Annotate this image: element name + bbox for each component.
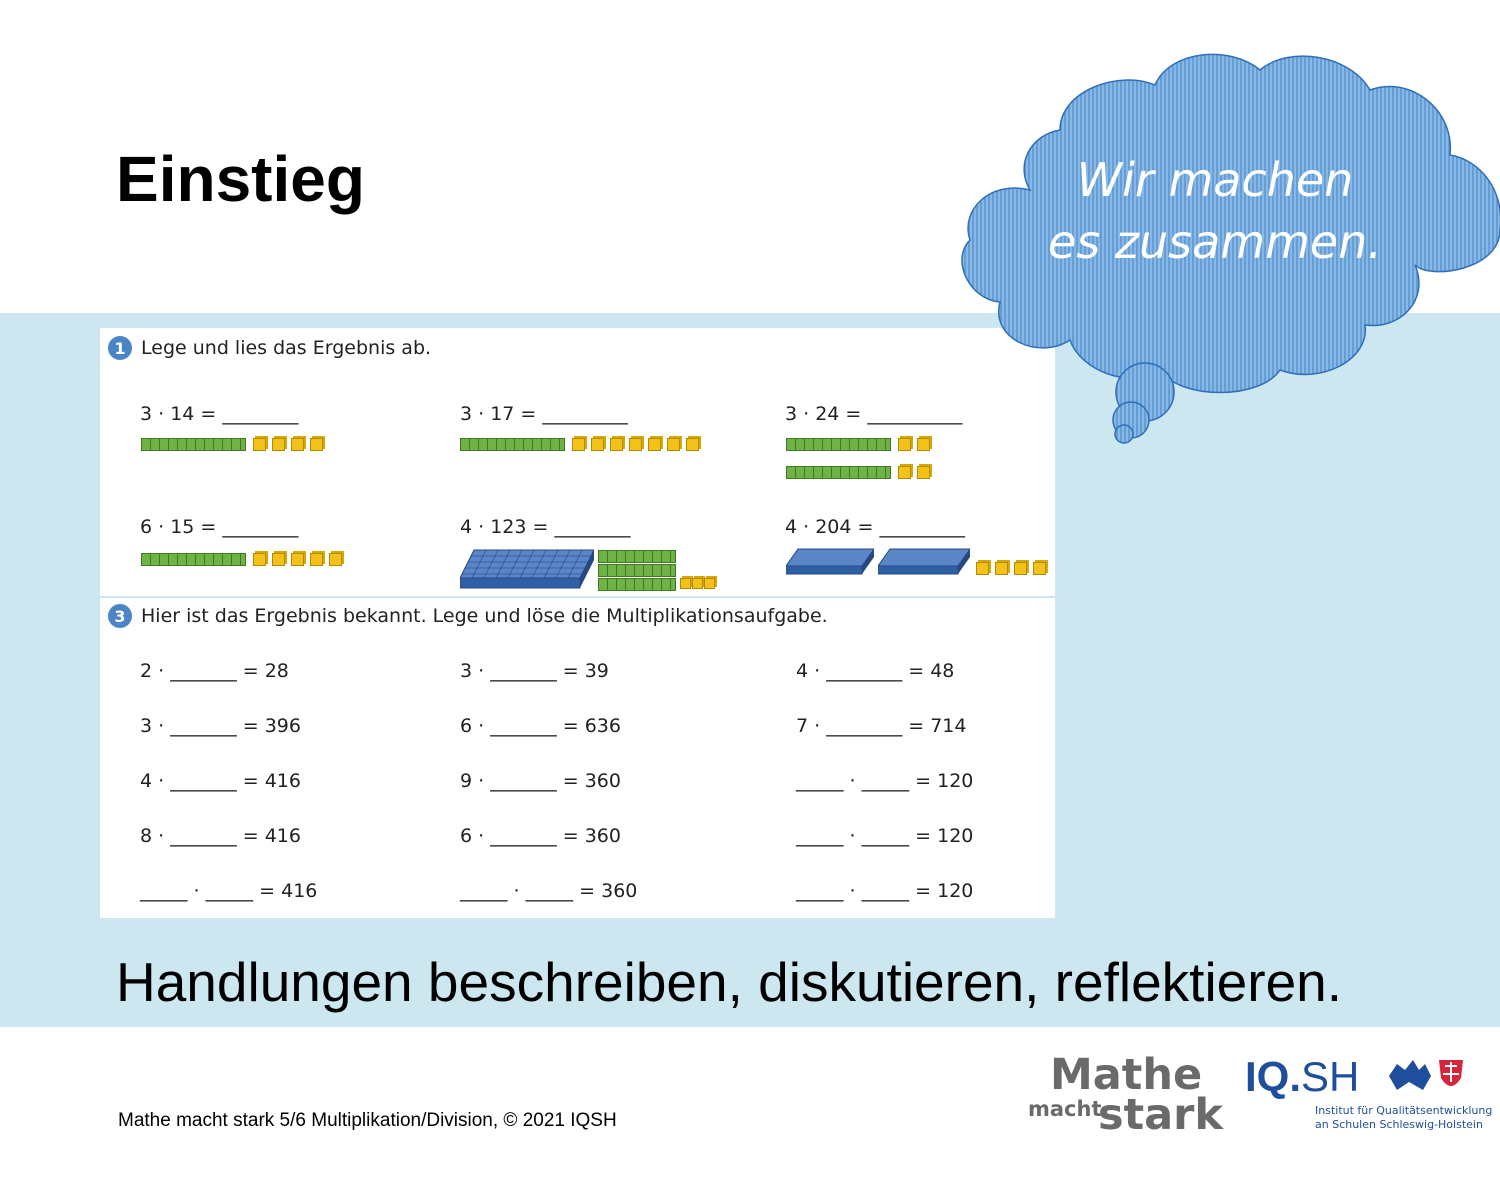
unit-cube <box>272 438 285 451</box>
ten-rod <box>141 438 246 451</box>
ten-rod <box>141 553 246 566</box>
task3-instruction: Hier ist das Ergebnis bekannt. Lege und … <box>141 605 828 627</box>
iqsh-institute-text: Institut für Qualitätsentwicklung an Sch… <box>1315 1104 1500 1132</box>
task1-equation: 4 · 123 = ________ <box>460 516 631 538</box>
task3-equation: 8 · _______ = 416 <box>140 825 301 847</box>
unit-cube <box>704 578 715 589</box>
unit-cube <box>310 553 323 566</box>
task3-equation: 7 · ________ = 714 <box>796 715 967 737</box>
slide-title: Einstieg <box>116 143 365 215</box>
task1-equation: 3 · 24 = __________ <box>785 403 963 425</box>
hundred-plate <box>786 548 874 575</box>
unit-cube <box>272 553 285 566</box>
unit-cube <box>976 562 989 575</box>
iqsh-logo: IQ.SH <box>1245 1053 1359 1101</box>
unit-cube <box>995 562 1008 575</box>
logo-macht-text: macht <box>1028 1097 1102 1121</box>
unit-cube <box>291 438 304 451</box>
cloud-text-line2: es zusammen. <box>1047 215 1383 269</box>
unit-cube <box>667 438 680 451</box>
slide-subtitle: Handlungen beschreiben, diskutieren, ref… <box>116 951 1343 1013</box>
ten-rod <box>598 550 676 563</box>
ten-rod <box>786 438 891 451</box>
task1-equation: 3 · 17 = _________ <box>460 403 628 425</box>
unit-cube <box>680 578 691 589</box>
unit-cube <box>692 578 703 589</box>
task3-equation: _____ · _____ = 416 <box>140 880 318 902</box>
task3-equation: 4 · _______ = 416 <box>140 770 301 792</box>
task3-equation: 6 · _______ = 360 <box>460 825 621 847</box>
task3-equation: 2 · _______ = 28 <box>140 660 289 682</box>
unit-cube <box>1033 562 1046 575</box>
task3-equation: _____ · _____ = 360 <box>460 880 638 902</box>
iqsh-institute-line2: an Schulen Schleswig-Holstein <box>1315 1118 1483 1131</box>
hundred-plate <box>878 548 970 575</box>
task3-equation: 9 · _______ = 360 <box>460 770 621 792</box>
logo-mathe-text: Mathe <box>1050 1050 1203 1100</box>
task1-equation: 6 · 15 = ________ <box>140 516 299 538</box>
unit-cube <box>686 438 699 451</box>
unit-cube <box>629 438 642 451</box>
task1-equation: 3 · 14 = ________ <box>140 403 299 425</box>
iqsh-institute-line1: Institut für Qualitätsentwicklung <box>1315 1104 1493 1117</box>
unit-cube <box>310 438 323 451</box>
unit-cube <box>572 438 585 451</box>
task3-equation: 6 · _______ = 636 <box>460 715 621 737</box>
unit-cube <box>1014 562 1027 575</box>
hundred-plate <box>460 549 594 589</box>
task1-equation: 4 · 204 = _________ <box>785 516 965 538</box>
task-divider <box>100 596 1055 598</box>
unit-cube <box>648 438 661 451</box>
task3-equation: 3 · _______ = 39 <box>460 660 609 682</box>
task3-header: 3 Hier ist das Ergebnis bekannt. Lege un… <box>108 604 828 628</box>
unit-cube <box>917 438 930 451</box>
task3-equation: _____ · _____ = 120 <box>796 825 974 847</box>
ten-rod <box>460 438 565 451</box>
task3-equation: 4 · ________ = 48 <box>796 660 955 682</box>
cloud-icon <box>961 53 1500 444</box>
ten-rod <box>598 564 676 577</box>
task3-equation: 3 · _______ = 396 <box>140 715 301 737</box>
footer-copyright: Mathe macht stark 5/6 Multiplikation/Div… <box>118 1110 617 1131</box>
unit-cube <box>329 553 342 566</box>
cloud-text-line1: Wir machen <box>1076 153 1354 207</box>
task1-number-badge: 1 <box>108 336 132 360</box>
unit-cube <box>898 438 911 451</box>
unit-cube <box>253 438 266 451</box>
crest-icon <box>1389 1060 1463 1090</box>
task3-number-badge: 3 <box>108 604 132 628</box>
unit-cube <box>917 466 930 479</box>
unit-cube <box>591 438 604 451</box>
ten-rod <box>598 578 676 591</box>
unit-cube <box>291 553 304 566</box>
worksheet: 1 Lege und lies das Ergebnis ab. 3 · 14 … <box>100 328 1055 918</box>
task3-equation: _____ · _____ = 120 <box>796 770 974 792</box>
unit-cube <box>253 553 266 566</box>
ten-rod <box>786 466 891 479</box>
task1-header: 1 Lege und lies das Ergebnis ab. <box>108 336 431 360</box>
iqsh-logo-iq: IQ. <box>1245 1053 1302 1100</box>
logo-stark-text: stark <box>1098 1090 1223 1140</box>
unit-cube <box>898 466 911 479</box>
unit-cube <box>610 438 623 451</box>
task1-instruction: Lege und lies das Ergebnis ab. <box>141 337 432 359</box>
iqsh-logo-sh: SH <box>1301 1053 1360 1100</box>
task3-equation: _____ · _____ = 120 <box>796 880 974 902</box>
